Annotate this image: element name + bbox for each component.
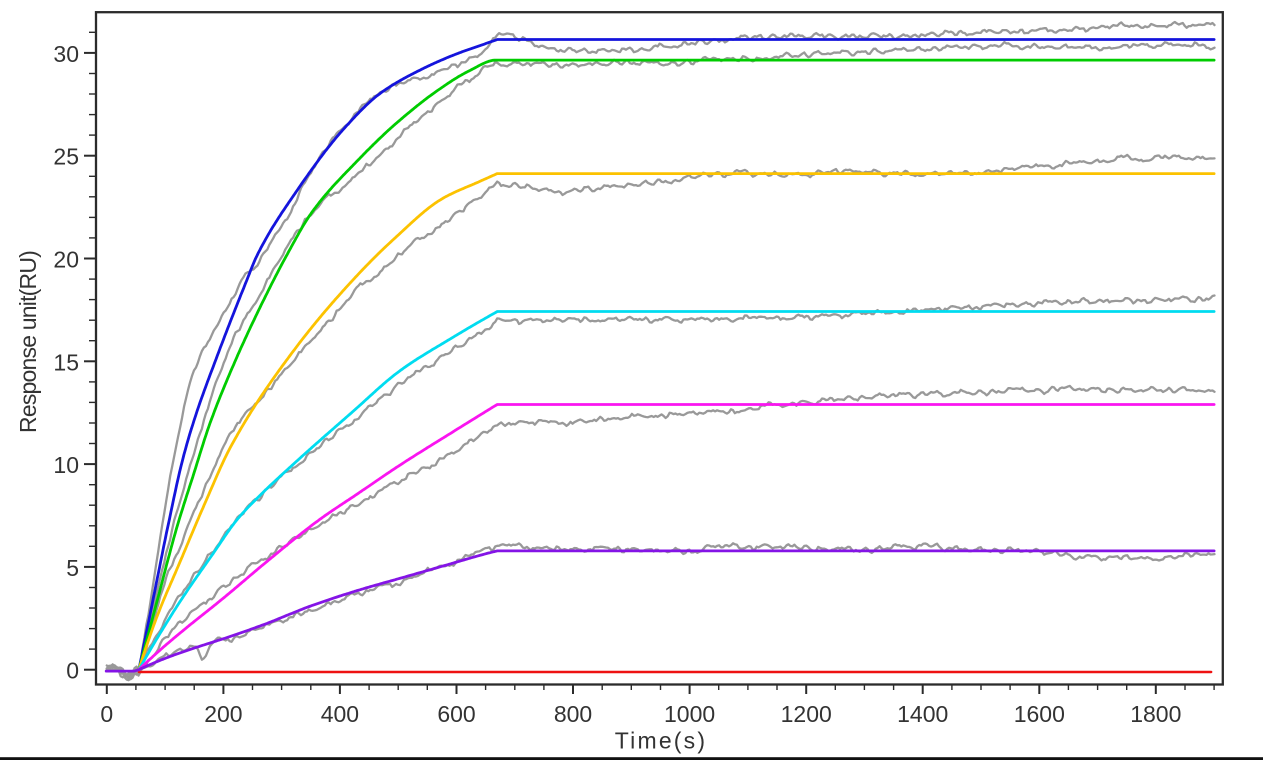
svg-text:1000: 1000 bbox=[664, 701, 715, 727]
svg-text:15: 15 bbox=[53, 349, 79, 375]
svg-text:800: 800 bbox=[554, 701, 592, 727]
svg-text:600: 600 bbox=[437, 701, 475, 727]
svg-text:400: 400 bbox=[321, 701, 359, 727]
svg-text:20: 20 bbox=[53, 247, 79, 273]
svg-text:1200: 1200 bbox=[781, 701, 832, 727]
svg-text:1800: 1800 bbox=[1130, 701, 1181, 727]
svg-text:0: 0 bbox=[100, 701, 113, 727]
svg-text:1400: 1400 bbox=[897, 701, 948, 727]
svg-text:10: 10 bbox=[53, 452, 79, 478]
svg-text:Time(s): Time(s) bbox=[615, 728, 707, 754]
svg-text:0: 0 bbox=[66, 658, 79, 684]
svg-text:1600: 1600 bbox=[1014, 701, 1065, 727]
svg-text:5: 5 bbox=[66, 555, 79, 581]
svg-text:Response unit(RU): Response unit(RU) bbox=[15, 251, 41, 433]
svg-text:30: 30 bbox=[53, 41, 79, 67]
svg-text:25: 25 bbox=[53, 144, 79, 170]
svg-text:200: 200 bbox=[204, 701, 242, 727]
